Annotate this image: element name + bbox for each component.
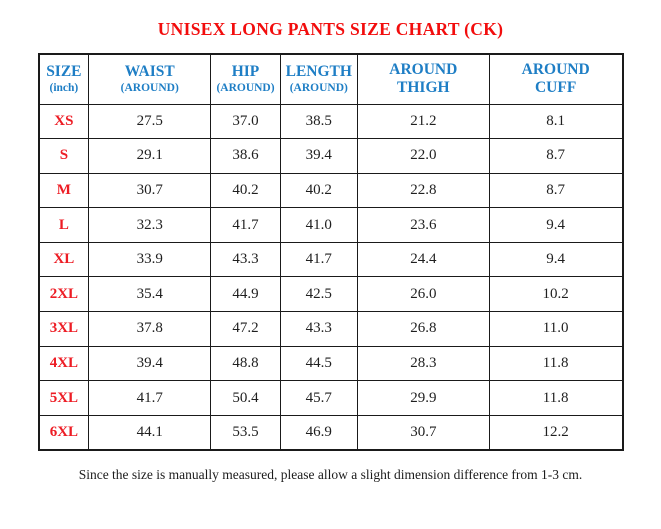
measurement-cell: 40.2	[279, 172, 358, 209]
column-header-length: LENGTH (AROUND)	[279, 53, 358, 105]
measurement-cell: 41.0	[279, 207, 358, 243]
measurement-cell: 12.2	[488, 414, 624, 451]
size-label-cell: 5XL	[37, 380, 90, 416]
column-header-size: SIZE (inch)	[37, 53, 90, 105]
measurement-cell: 39.4	[88, 345, 212, 382]
size-label-cell: 3XL	[37, 311, 90, 347]
measurement-cell: 10.2	[488, 276, 624, 313]
measurement-cell: 48.8	[210, 345, 281, 382]
column-sublabel: (inch)	[49, 82, 79, 95]
measurement-cell: 11.0	[488, 311, 624, 347]
column-header-around-cuff: AROUND CUFF	[488, 53, 624, 105]
footnote: Since the size is manually measured, ple…	[78, 466, 583, 482]
measurement-cell: 26.8	[356, 311, 490, 347]
table-row: S 29.1 38.6 39.4 22.0 8.7	[37, 138, 624, 174]
column-label: AROUND	[521, 60, 590, 78]
table-row: 3XL 37.8 47.2 43.3 26.8 11.0	[37, 311, 624, 347]
column-label: AROUND	[389, 60, 458, 78]
column-header-waist: WAIST (AROUND)	[88, 53, 212, 105]
measurement-cell: 32.3	[88, 207, 212, 243]
measurement-cell: 37.0	[210, 103, 281, 140]
table-row: 5XL 41.7 50.4 45.7 29.9 11.8	[37, 380, 624, 416]
measurement-cell: 43.3	[210, 241, 281, 278]
measurement-cell: 24.4	[356, 241, 490, 278]
size-label-cell: XS	[37, 103, 90, 140]
measurement-cell: 30.7	[88, 172, 212, 209]
measurement-cell: 8.1	[488, 103, 624, 140]
table-row: XS 27.5 37.0 38.5 21.2 8.1	[37, 103, 624, 140]
measurement-cell: 46.9	[279, 414, 358, 451]
column-sublabel: (AROUND)	[289, 82, 348, 95]
column-sublabel: THIGH	[397, 79, 450, 97]
table-row: 2XL 35.4 44.9 42.5 26.0 10.2	[37, 276, 624, 313]
size-label-cell: S	[37, 138, 90, 174]
column-sublabel: CUFF	[534, 79, 577, 97]
measurement-cell: 44.5	[279, 345, 358, 382]
table-header: SIZE (inch) WAIST (AROUND) HIP (AROUND) …	[37, 53, 624, 105]
measurement-cell: 29.1	[88, 138, 212, 174]
table-row: 4XL 39.4 48.8 44.5 28.3 11.8	[37, 345, 624, 382]
size-label-cell: M	[37, 172, 90, 209]
measurement-cell: 9.4	[488, 241, 624, 278]
measurement-cell: 42.5	[279, 276, 358, 313]
measurement-cell: 26.0	[356, 276, 490, 313]
measurement-cell: 8.7	[488, 172, 624, 209]
measurement-cell: 35.4	[88, 276, 212, 313]
measurement-cell: 11.8	[488, 380, 624, 416]
measurement-cell: 22.8	[356, 172, 490, 209]
measurement-cell: 8.7	[488, 138, 624, 174]
measurement-cell: 38.5	[279, 103, 358, 140]
measurement-cell: 37.8	[88, 311, 212, 347]
table-row: M 30.7 40.2 40.2 22.8 8.7	[37, 172, 624, 209]
measurement-cell: 50.4	[210, 380, 281, 416]
size-table-body: XS 27.5 37.0 38.5 21.2 8.1 S 29.1 38.6 39.4 22.0 8.…	[37, 103, 624, 451]
measurement-cell: 39.4	[279, 138, 358, 174]
measurement-cell: 44.1	[88, 414, 212, 451]
measurement-cell: 38.6	[210, 138, 281, 174]
column-label: WAIST	[124, 62, 175, 80]
column-header-hip: HIP (AROUND)	[210, 53, 281, 105]
measurement-cell: 9.4	[488, 207, 624, 243]
table-row: L 32.3 41.7 41.0 23.6 9.4	[37, 207, 624, 243]
size-chart-page: UNISEX LONG PANTS SIZE CHART (CK) SIZE (…	[0, 19, 661, 529]
measurement-cell: 41.7	[279, 241, 358, 278]
size-chart-table: SIZE (inch) WAIST (AROUND) HIP (AROUND) …	[37, 53, 624, 451]
measurement-cell: 45.7	[279, 380, 358, 416]
measurement-cell: 40.2	[210, 172, 281, 209]
measurement-cell: 43.3	[279, 311, 358, 347]
table-row: XL 33.9 43.3 41.7 24.4 9.4	[37, 241, 624, 278]
measurement-cell: 29.9	[356, 380, 490, 416]
size-label-cell: 2XL	[37, 276, 90, 313]
measurement-cell: 41.7	[210, 207, 281, 243]
measurement-cell: 22.0	[356, 138, 490, 174]
measurement-cell: 44.9	[210, 276, 281, 313]
measurement-cell: 28.3	[356, 345, 490, 382]
column-label: HIP	[231, 62, 260, 80]
size-label-cell: XL	[37, 241, 90, 278]
measurement-cell: 33.9	[88, 241, 212, 278]
column-sublabel: (AROUND)	[216, 82, 275, 95]
column-header-around-thigh: AROUND THIGH	[356, 53, 490, 105]
table-row: 6XL 44.1 53.5 46.9 30.7 12.2	[37, 414, 624, 451]
size-label-cell: L	[37, 207, 90, 243]
size-label-cell: 4XL	[37, 345, 90, 382]
column-label: LENGTH	[285, 62, 352, 80]
measurement-cell: 23.6	[356, 207, 490, 243]
measurement-cell: 21.2	[356, 103, 490, 140]
column-sublabel: (AROUND)	[120, 82, 179, 95]
measurement-cell: 47.2	[210, 311, 281, 347]
measurement-cell: 27.5	[88, 103, 212, 140]
measurement-cell: 41.7	[88, 380, 212, 416]
measurement-cell: 30.7	[356, 414, 490, 451]
column-label: SIZE	[46, 62, 82, 80]
measurement-cell: 53.5	[210, 414, 281, 451]
measurement-cell: 11.8	[488, 345, 624, 382]
size-label-cell: 6XL	[37, 414, 90, 451]
header-row: SIZE (inch) WAIST (AROUND) HIP (AROUND) …	[37, 53, 624, 105]
page-title: UNISEX LONG PANTS SIZE CHART (CK)	[157, 19, 504, 39]
